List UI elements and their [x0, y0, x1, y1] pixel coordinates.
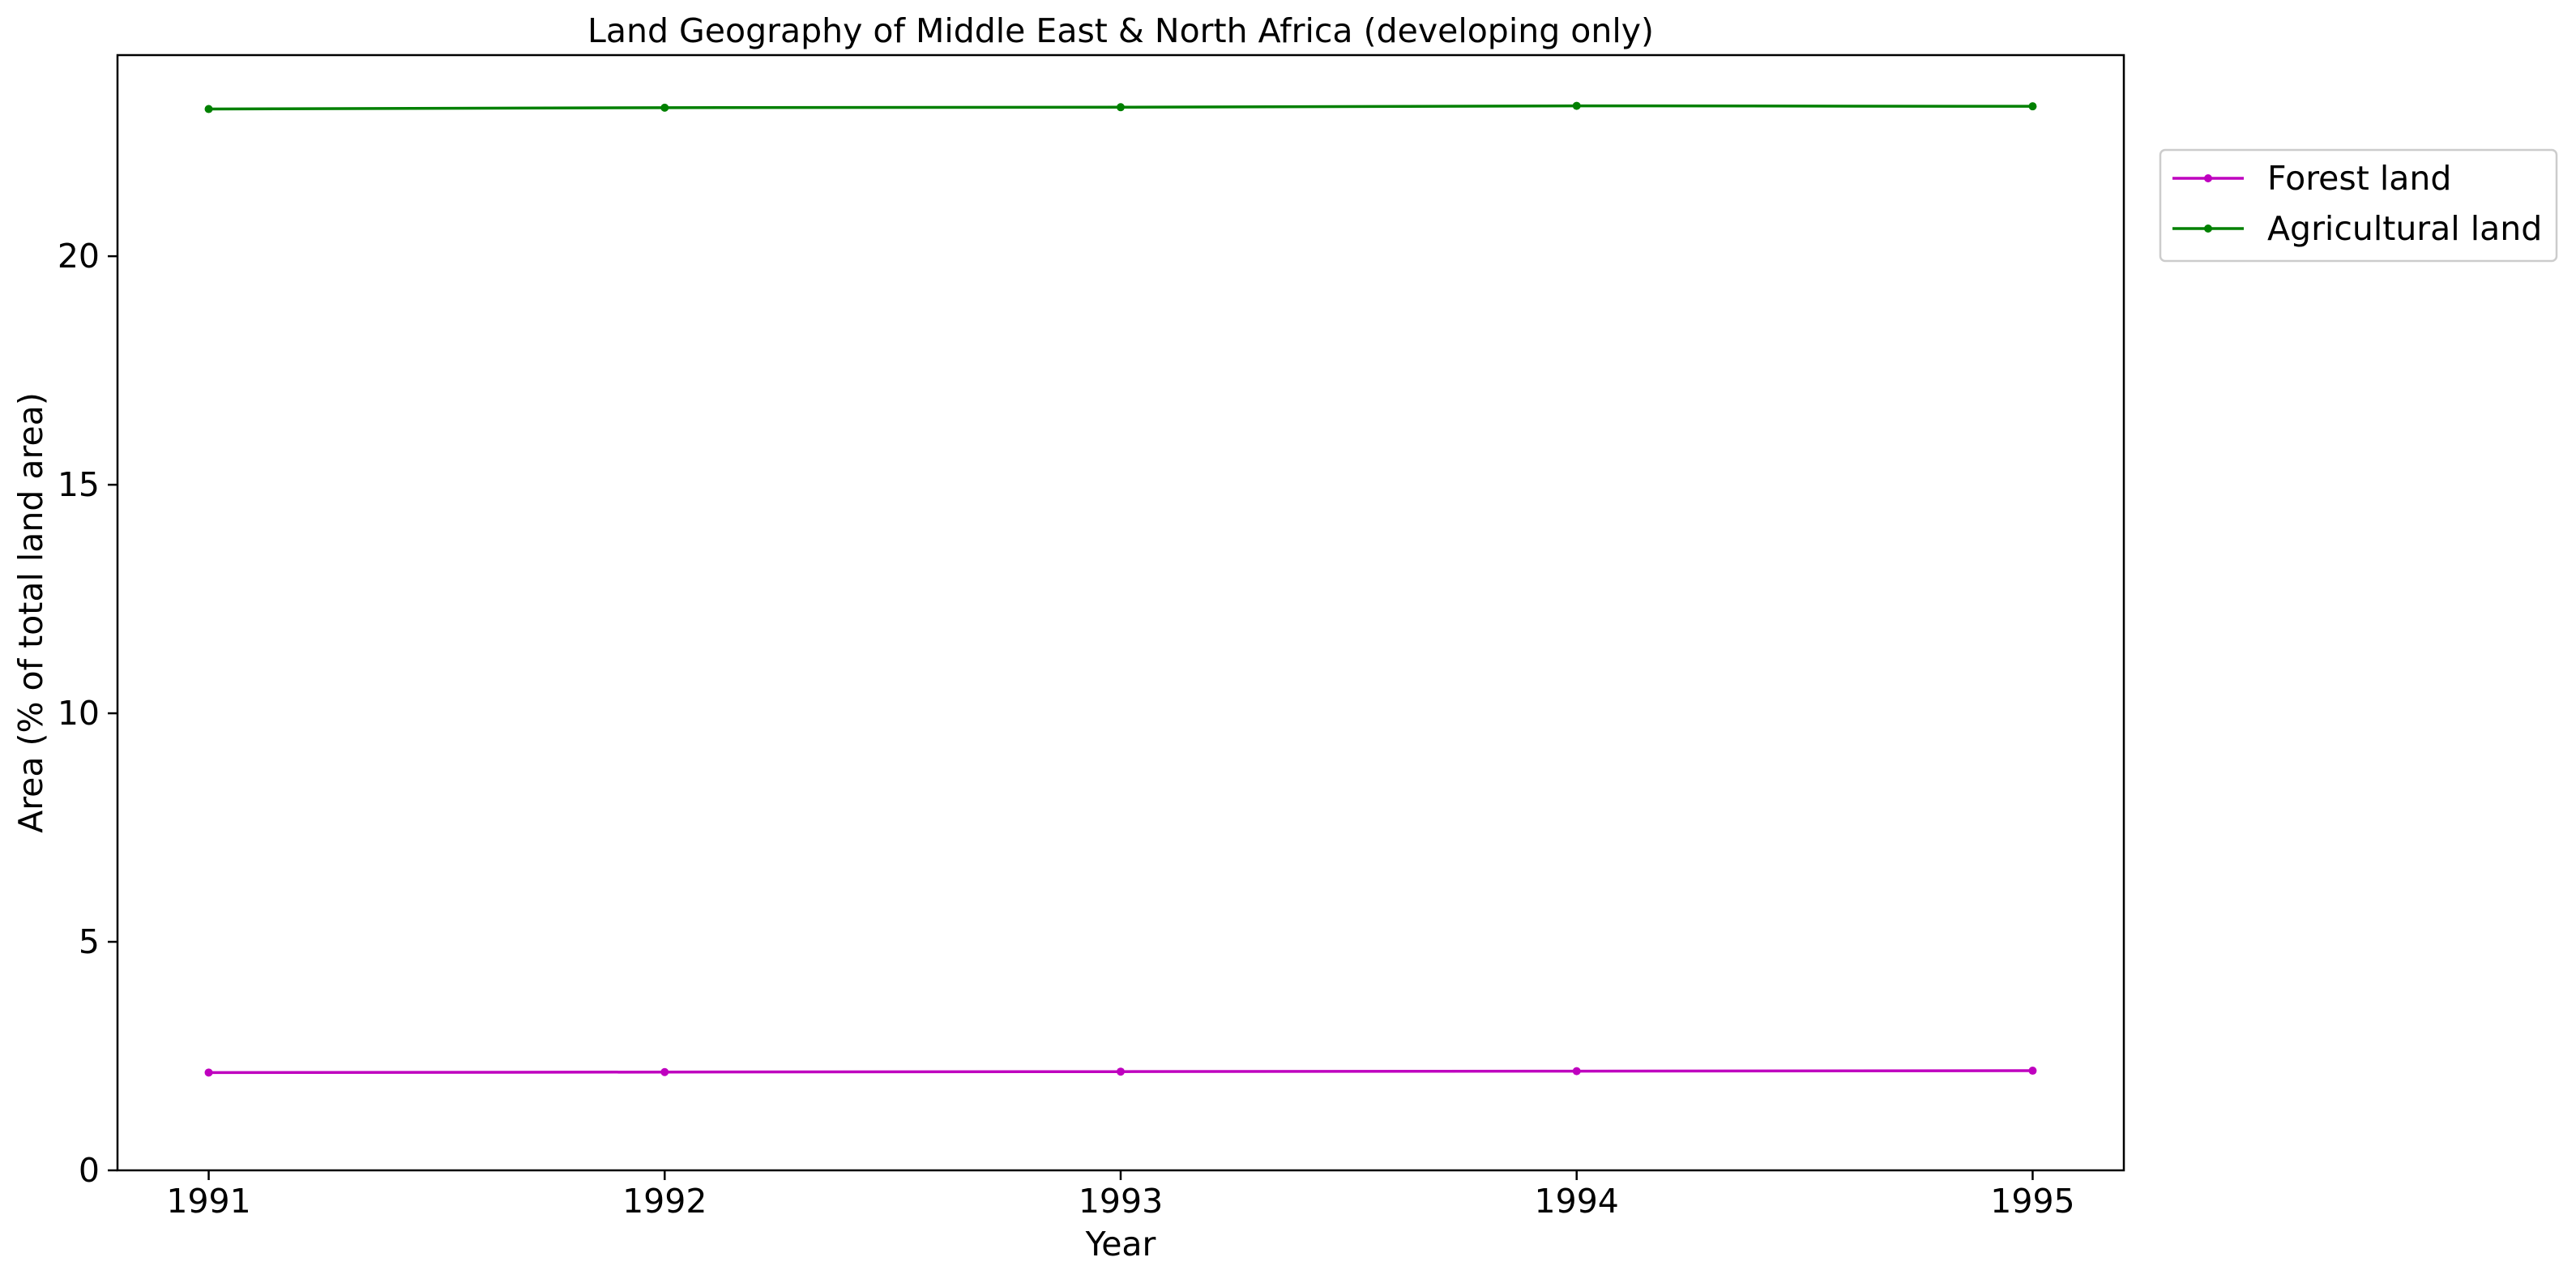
x-tick-label: 1991 [166, 1182, 250, 1221]
data-point [204, 1068, 213, 1077]
data-point [2028, 1067, 2037, 1076]
plot-frame [116, 53, 2125, 1172]
legend-swatch-marker [2204, 174, 2212, 182]
x-tick-label: 1995 [1990, 1182, 2074, 1221]
x-tick-label: 1992 [622, 1182, 707, 1221]
legend-label: Agricultural land [2267, 209, 2542, 248]
data-point [1572, 101, 1581, 110]
y-tick-label: 10 [58, 694, 100, 733]
data-point [1117, 1067, 1125, 1076]
data-point [660, 103, 669, 112]
plot-area [116, 53, 2125, 1172]
y-tick-label: 0 [79, 1151, 100, 1190]
series-layer [204, 101, 2037, 1077]
y-tick-label: 20 [58, 237, 100, 276]
legend-items: Forest land Agricultural land [2172, 159, 2542, 248]
data-point [1572, 1067, 1581, 1076]
legend-label: Forest land [2267, 159, 2451, 198]
data-point [204, 105, 213, 113]
chart-title: Land Geography of Middle East & North Af… [587, 11, 1654, 50]
y-tick-label: 5 [79, 922, 100, 961]
x-axis-label: Year [1085, 1225, 1156, 1264]
y-axis: 0 5 10 15 20 [58, 237, 117, 1190]
data-point [2028, 102, 2037, 111]
legend-swatch-marker [2204, 225, 2212, 233]
y-axis-label: Area (% of total land area) [11, 392, 50, 833]
data-point [660, 1067, 669, 1076]
x-tick-label: 1994 [1535, 1182, 1619, 1221]
x-tick-label: 1993 [1079, 1182, 1163, 1221]
y-tick-label: 15 [58, 465, 100, 504]
data-point [1117, 103, 1125, 112]
legend-frame [2159, 148, 2558, 263]
legend: Forest land Agricultural land [2159, 148, 2558, 263]
x-axis: 1991 1992 1993 1994 1995 [166, 1170, 2075, 1221]
